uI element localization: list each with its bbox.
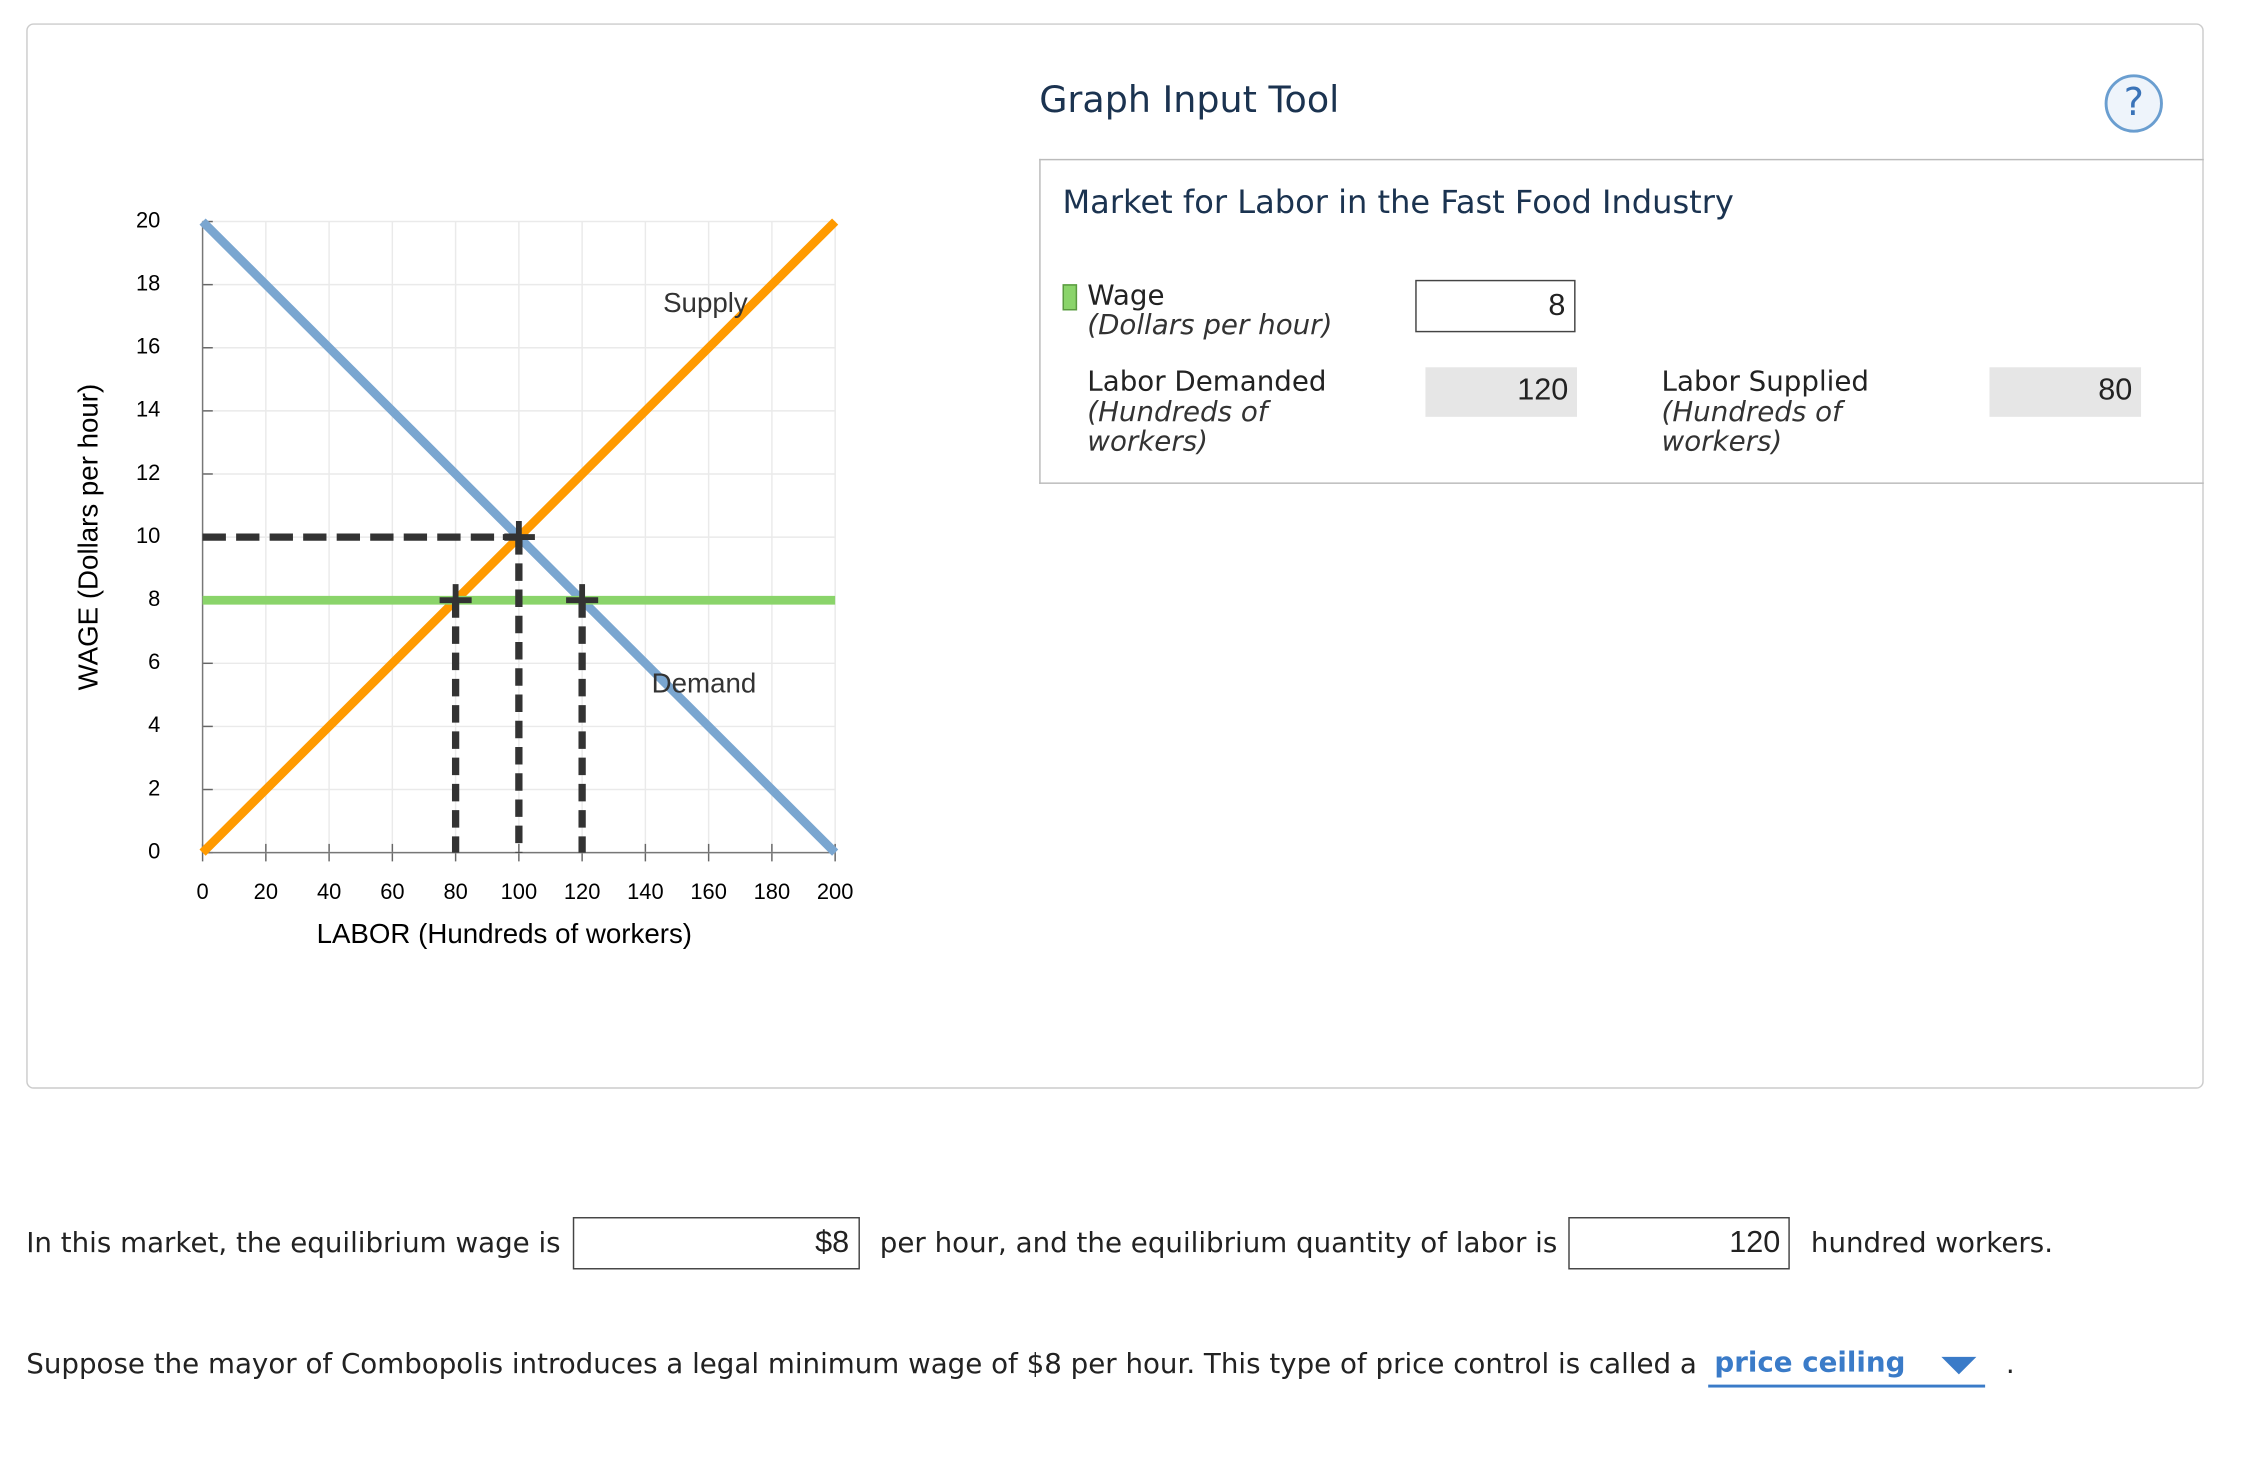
supplied-unit: (Hundreds of workers) bbox=[1661, 396, 1842, 458]
y-tick-label: 16 bbox=[136, 334, 160, 359]
answer-input[interactable]: 120 bbox=[1568, 1217, 1791, 1270]
y-tick-label: 12 bbox=[136, 460, 160, 485]
wage-swatch bbox=[1062, 284, 1078, 311]
tool-title: Graph Input Tool bbox=[1039, 78, 1340, 121]
x-tick-label: 120 bbox=[564, 879, 600, 904]
tool-panel bbox=[26, 23, 2204, 1089]
y-tick-label: 14 bbox=[136, 397, 160, 422]
answer-input[interactable]: $8 bbox=[572, 1217, 860, 1270]
tool-subtitle: Market for Labor in the Fast Food Indust… bbox=[1062, 185, 1734, 222]
y-tick-label: 20 bbox=[136, 207, 160, 232]
x-tick-label: 80 bbox=[443, 879, 467, 904]
x-tick-label: 40 bbox=[317, 879, 341, 904]
x-axis-title: LABOR (Hundreds of workers) bbox=[317, 918, 692, 949]
x-tick-label: 180 bbox=[754, 879, 790, 904]
y-tick-label: 18 bbox=[136, 270, 160, 295]
point-marker bbox=[502, 521, 535, 554]
question-1: In this market, the equilibrium wage is … bbox=[26, 1217, 2054, 1270]
question-2: Suppose the mayor of Combopolis introduc… bbox=[26, 1338, 2015, 1390]
help-button[interactable]: ? bbox=[2104, 74, 2163, 133]
y-tick-label: 4 bbox=[148, 712, 160, 737]
point-marker bbox=[439, 584, 472, 617]
point-marker bbox=[566, 584, 599, 617]
y-tick-label: 10 bbox=[136, 523, 160, 548]
text: hundred workers. bbox=[1810, 1227, 2054, 1260]
demanded-value: 120 bbox=[1425, 367, 1578, 417]
text: In this market, the equilibrium wage is bbox=[26, 1227, 561, 1260]
curve-label: Demand bbox=[652, 667, 757, 698]
dropdown-value: price ceiling bbox=[1714, 1346, 1906, 1379]
dropdown[interactable]: price ceiling bbox=[1708, 1341, 1986, 1388]
x-tick-label: 160 bbox=[690, 879, 726, 904]
x-tick-label: 100 bbox=[501, 879, 537, 904]
text: per hour, and the equilibrium quantity o… bbox=[879, 1227, 1558, 1260]
curve-label: Supply bbox=[663, 287, 748, 318]
demanded-unit: (Hundreds of workers) bbox=[1087, 396, 1268, 458]
x-tick-label: 200 bbox=[817, 879, 853, 904]
x-tick-label: 60 bbox=[380, 879, 404, 904]
wage-label: Wage bbox=[1087, 279, 1165, 312]
wage-input[interactable]: 8 bbox=[1415, 279, 1576, 333]
dropdown-arrow bbox=[1941, 1356, 1977, 1375]
y-tick-label: 2 bbox=[148, 775, 160, 800]
y-tick-label: 6 bbox=[148, 649, 160, 674]
text: Suppose the mayor of Combopolis introduc… bbox=[26, 1348, 1697, 1381]
x-tick-label: 140 bbox=[627, 879, 663, 904]
chart: 0 20 40 60 80 100 120 140 160 180 200 0 2 4 6 8 10 12 14 16… bbox=[73, 207, 854, 949]
wage-unit: (Dollars per hour) bbox=[1087, 308, 1333, 342]
y-axis-title: WAGE (Dollars per hour) bbox=[73, 384, 104, 691]
input-box bbox=[1039, 158, 2204, 484]
y-tick-label: 0 bbox=[148, 838, 160, 863]
text: . bbox=[2005, 1348, 2015, 1381]
demanded-label: Labor Demanded bbox=[1087, 365, 1327, 398]
x-tick-label: 20 bbox=[254, 879, 278, 904]
supplied-label: Labor Supplied bbox=[1661, 365, 1869, 398]
x-tick-label: 0 bbox=[197, 879, 209, 904]
y-tick-label: 8 bbox=[148, 586, 160, 611]
supplied-value: 80 bbox=[1989, 367, 2142, 417]
